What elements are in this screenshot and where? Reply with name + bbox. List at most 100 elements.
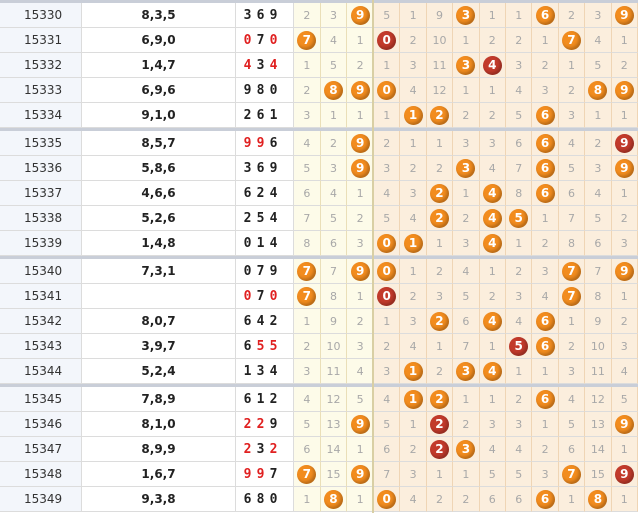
distribution-cell: 3 xyxy=(320,156,348,181)
digit-trend-cell: 2 xyxy=(532,53,559,78)
digit-trend-cell: 0 xyxy=(374,78,401,103)
miss-count: 10 xyxy=(432,33,447,47)
orange-ball: 9 xyxy=(614,261,634,281)
digit-trend-cell: 1 xyxy=(532,359,559,384)
digit-trend-cell: 1 xyxy=(506,231,533,256)
draw-digit: 1 xyxy=(256,391,267,407)
digit-trend-cell: 1 xyxy=(558,309,586,334)
sum-value: 9,1,0 xyxy=(141,108,176,122)
distribution-cell: 10 xyxy=(320,334,348,359)
orange-ball: 2 xyxy=(429,183,449,203)
table-row: 15346 8,1,0 2 2 9 5 13 9 5 1 2 2 3 3 1 5 13 9 xyxy=(0,412,638,437)
miss-count: 2 xyxy=(620,314,628,328)
draw-digit: 6 xyxy=(256,160,267,176)
digit-trend-cell: 3 xyxy=(374,156,401,181)
digit-trend-cell: 4 xyxy=(558,387,586,412)
miss-count: 3 xyxy=(435,289,443,303)
digit-trend-cell: 2 xyxy=(426,387,454,412)
miss-count: 3 xyxy=(383,161,391,175)
digit-trend-cell: 2 xyxy=(400,437,427,462)
distribution-cell: 8 xyxy=(294,231,321,256)
digit-trend-cell: 3 xyxy=(532,462,559,487)
group-separator xyxy=(0,256,638,259)
digit-trend-cell: 6 xyxy=(532,487,559,512)
digit-trend-cell: 4 xyxy=(479,359,506,384)
miss-count: 2 xyxy=(462,108,470,122)
digit-trend-cell: 0 xyxy=(374,284,401,309)
issue-number-cell: 15330 xyxy=(0,3,82,28)
digit-trend-cell: 3 xyxy=(585,3,612,28)
miss-count: 4 xyxy=(515,314,523,328)
distribution-cell: 1 xyxy=(294,487,321,512)
distribution-cell: 5 xyxy=(320,206,348,231)
orange-ball: 9 xyxy=(350,261,370,281)
digit-trend-cell: 2 xyxy=(426,309,454,334)
draw-digit: 9 xyxy=(256,466,267,482)
miss-count: 4 xyxy=(541,289,549,303)
draw-digit: 6 xyxy=(256,107,267,123)
miss-count: 4 xyxy=(356,364,364,378)
distribution-cell: 4 xyxy=(294,387,321,412)
sum-cell: 8,0,7 xyxy=(82,309,236,334)
orange-ball: 6 xyxy=(535,5,555,25)
digit-trend-cell: 3 xyxy=(400,181,427,206)
sum-cell: 1,6,7 xyxy=(82,462,236,487)
miss-count: 5 xyxy=(329,58,337,72)
digit-trend-cell: 12 xyxy=(585,387,612,412)
table-row: 15332 1,4,7 4 3 4 1 5 2 1 3 11 3 4 3 2 1 5 2 xyxy=(0,53,638,78)
draw-digit: 2 xyxy=(256,416,267,432)
issue-number: 15348 xyxy=(24,467,63,481)
distribution-cell: 12 xyxy=(320,387,348,412)
miss-count: 8 xyxy=(594,289,602,303)
miss-count: 7 xyxy=(383,467,391,481)
distribution-cell: 1 xyxy=(294,53,321,78)
digit-trend-cell: 14 xyxy=(585,437,612,462)
miss-count: 6 xyxy=(329,236,337,250)
digit-trend-cell: 2 xyxy=(400,156,427,181)
distribution-cell: 3 xyxy=(347,334,374,359)
miss-count: 3 xyxy=(462,136,470,150)
miss-count: 7 xyxy=(303,211,311,225)
digit-trend-cell: 4 xyxy=(506,437,533,462)
miss-count: 2 xyxy=(409,289,417,303)
miss-count: 3 xyxy=(329,161,337,175)
digit-trend-cell: 2 xyxy=(532,231,559,256)
distribution-cell: 7 xyxy=(294,462,321,487)
miss-count: 4 xyxy=(303,392,311,406)
distribution-cell: 3 xyxy=(294,359,321,384)
digit-trend-cell: 4 xyxy=(400,78,427,103)
issue-number: 15336 xyxy=(24,161,63,175)
draw-digit: 0 xyxy=(269,82,280,98)
draw-digit: 2 xyxy=(243,441,254,457)
miss-count: 1 xyxy=(356,289,364,303)
miss-count: 6 xyxy=(303,186,311,200)
digit-trend-cell: 1 xyxy=(400,231,427,256)
digit-trend-cell: 9 xyxy=(611,156,638,181)
sum-value: 8,3,5 xyxy=(141,8,176,22)
issue-number-cell: 15346 xyxy=(0,412,82,437)
miss-count: 8 xyxy=(303,236,311,250)
table-row: 15333 6,9,6 9 8 0 2 8 9 0 4 12 1 1 4 3 2 8 9 xyxy=(0,78,638,103)
miss-count: 1 xyxy=(462,467,470,481)
digit-trend-cell: 0 xyxy=(374,487,401,512)
miss-count: 3 xyxy=(567,108,575,122)
miss-count: 1 xyxy=(329,108,337,122)
digit-trend-cell: 9 xyxy=(585,309,612,334)
miss-count: 2 xyxy=(356,314,364,328)
miss-count: 10 xyxy=(590,339,605,353)
miss-count: 1 xyxy=(303,492,311,506)
digit-trend-cell: 7 xyxy=(506,156,533,181)
draw-digit: 0 xyxy=(243,235,254,251)
digit-trend-cell: 6 xyxy=(532,103,559,128)
digit-trend-cell: 5 xyxy=(506,103,533,128)
miss-count: 15 xyxy=(326,467,341,481)
digit-trend-cell: 2 xyxy=(374,334,401,359)
digit-trend-cell: 3 xyxy=(400,309,427,334)
digit-trend-cell: 3 xyxy=(558,103,586,128)
table-row: 15336 5,8,6 3 6 9 5 3 9 3 2 2 3 4 7 6 5 3 9 xyxy=(0,156,638,181)
digit-trend-cell: 6 xyxy=(506,487,533,512)
distribution-cell: 7 xyxy=(294,284,321,309)
orange-ball: 6 xyxy=(535,336,555,356)
